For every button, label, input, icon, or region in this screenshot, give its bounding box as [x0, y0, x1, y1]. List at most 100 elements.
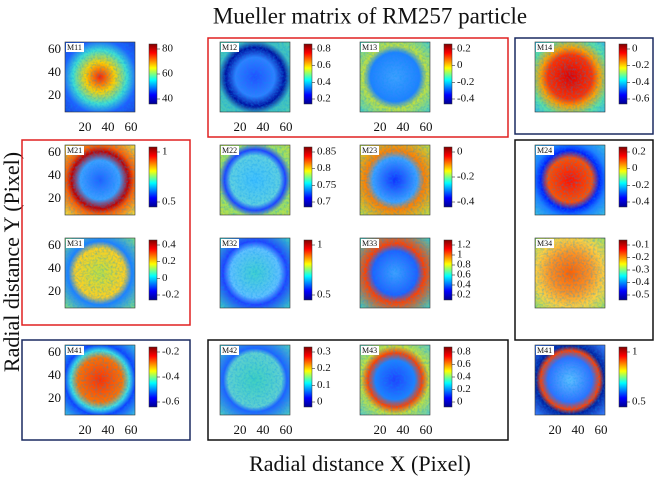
group-frames [21, 37, 654, 441]
heatmap-noise [65, 42, 135, 112]
colorbar [303, 346, 313, 408]
y-tick-label: 60 [48, 41, 61, 56]
heatmap-border [219, 41, 291, 113]
panel-label: M13 [362, 43, 377, 52]
panel-label: M32 [222, 239, 237, 248]
panel-label-bg [221, 239, 239, 248]
panel-label: M12 [222, 43, 237, 52]
panel-label-bg [361, 43, 379, 52]
panel-label-bg [221, 43, 239, 52]
heatmap-noise [65, 345, 135, 415]
y-tick-label: 40 [48, 367, 61, 382]
panel-label: M23 [362, 146, 377, 155]
x-tick-label: 60 [280, 422, 293, 437]
colorbar-tick-label: 0.4 [457, 279, 471, 291]
heatmap-noise [65, 145, 135, 215]
colorbar-tick-label: 0.6 [317, 59, 331, 71]
panel-label-bg [361, 346, 379, 355]
frame [21, 139, 191, 326]
x-tick-label: 20 [79, 119, 92, 134]
colorbar-tick-label: 0.8 [457, 259, 471, 271]
heatmap-noise [535, 238, 605, 308]
x-label: Radial distance X (Pixel) [249, 451, 471, 476]
x-tick-label: 60 [420, 422, 433, 437]
panel: M24 0.2 0 -0.2 -0.4 [534, 144, 650, 216]
panel: M34 -0.1-0.2-0.3-0.4-0.5 [534, 237, 650, 309]
x-tick-label: 40 [397, 119, 410, 134]
colorbar-tick-label: 0.85 [317, 146, 337, 158]
heatmap-border [64, 144, 136, 216]
colorbar-tick-label: 0.1 [317, 379, 331, 391]
colorbar-tick-label: 0.2 [457, 383, 471, 395]
colorbar-tick-label: 0 [457, 396, 463, 408]
colorbar [618, 43, 628, 105]
heatmap-border [534, 41, 606, 113]
colorbar-tick-label: -0.6 [632, 93, 650, 105]
x-tick-label: 20 [234, 119, 247, 134]
colorbar [148, 346, 158, 408]
y-tick-label: 40 [48, 167, 61, 182]
colorbar-tick-label: 0.2 [457, 43, 471, 55]
colorbar [618, 146, 628, 208]
colorbar-tick-label: -0.4 [457, 93, 475, 105]
colorbar-tick-label: -0.2 [632, 59, 649, 71]
colorbar-tick-label: 0.8 [457, 346, 471, 358]
panel-label: M41 [537, 346, 552, 355]
y-tick-label: 40 [48, 64, 61, 79]
x-tick-label: 20 [374, 422, 387, 437]
heatmap-border [64, 41, 136, 113]
colorbar-tick-label: 0.8 [317, 162, 331, 174]
colorbar-tick-label: 0.4 [317, 76, 331, 88]
heatmap-noise [360, 238, 430, 308]
heatmap-border [64, 344, 136, 416]
heatmap-noise [360, 345, 430, 415]
x-tick-label: 20 [234, 422, 247, 437]
colorbar-tick-label: 0.2 [632, 146, 646, 158]
heatmap-noise [220, 345, 290, 415]
colorbar [618, 239, 628, 301]
panel-label: M22 [222, 146, 237, 155]
panel-label-bg [361, 146, 379, 155]
colorbar [443, 43, 453, 105]
heatmap-border [359, 41, 431, 113]
x-tick-label: 40 [257, 422, 270, 437]
panel: M43 0.80.60.40.20 20 40 60 [359, 344, 471, 437]
x-tick-label: 40 [257, 119, 270, 134]
frame [21, 339, 191, 441]
colorbar-tick-label: -0.4 [632, 196, 650, 208]
colorbar-tick-label: 1.2 [457, 239, 471, 251]
colorbar-tick-label: 0.75 [317, 179, 337, 191]
colorbar [618, 346, 628, 408]
panel: M11 80 60 40 60 40 20 20 40 60 [48, 41, 174, 134]
frame [514, 139, 654, 341]
heatmap-border [359, 344, 431, 416]
panel: M31 0.4 0.2 0 -0.2 60 40 20 [48, 237, 179, 309]
panel: M41 1 0.5 20 40 60 [534, 344, 646, 437]
colorbar-tick-label: 0.3 [317, 346, 331, 358]
y-tick-label: 40 [48, 260, 61, 275]
colorbar-tick-label: 0.8 [317, 43, 331, 55]
x-tick-label: 40 [397, 422, 410, 437]
heatmap-noise [220, 42, 290, 112]
colorbar-tick-label: -0.2 [162, 346, 179, 358]
panel-label-bg [221, 146, 239, 155]
panel-label-bg [536, 43, 554, 52]
y-tick-label: 20 [48, 87, 61, 102]
colorbar-tick-label: 1 [457, 249, 463, 261]
y-tick-label: 60 [48, 144, 61, 159]
frame [207, 37, 509, 138]
colorbar-tick-label: -0.4 [632, 76, 650, 88]
colorbar [443, 346, 453, 408]
colorbar-tick-label: -0.4 [162, 371, 180, 383]
panel: M33 1.210.80.60.40.2 [359, 237, 471, 309]
colorbar-tick-label: 0.2 [457, 289, 471, 301]
colorbar [303, 239, 313, 301]
panel-label-bg [361, 239, 379, 248]
panel: M13 0.2 0 -0.2 -0.4 20 40 60 [359, 41, 475, 134]
heatmap-noise [220, 145, 290, 215]
panel: M14 0 -0.2 -0.4 -0.6 [534, 41, 650, 113]
colorbar [443, 239, 453, 301]
colorbar-tick-label: -0.2 [162, 289, 179, 301]
heatmap-noise [535, 345, 605, 415]
